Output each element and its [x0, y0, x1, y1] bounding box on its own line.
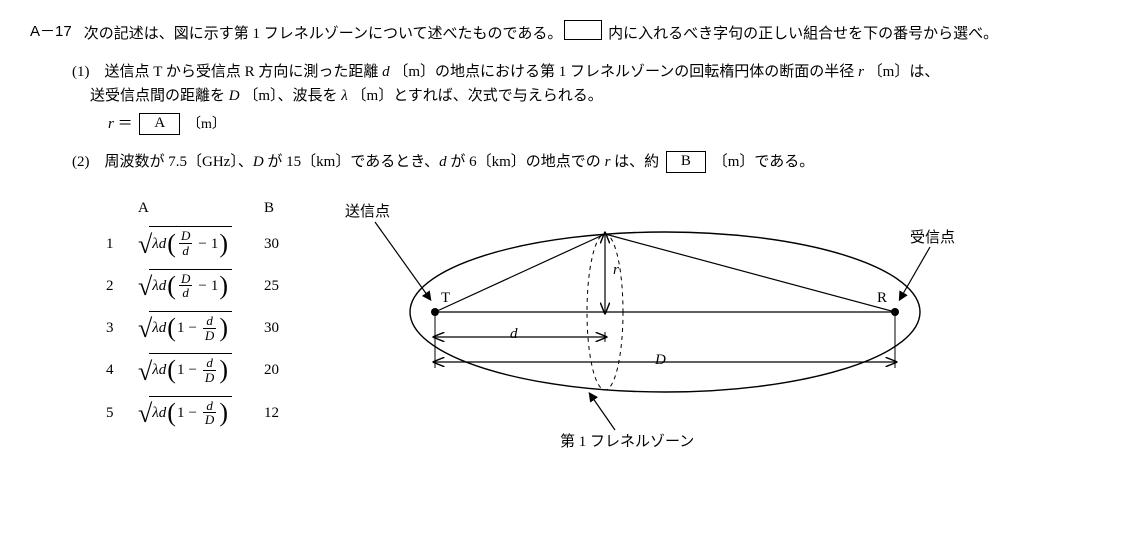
- option-row: 3√λd(1−dD)30: [90, 307, 295, 349]
- tx-label: 送信点: [345, 200, 390, 224]
- option-number: 3: [90, 307, 122, 349]
- q2-c: が 6〔km〕の地点での: [447, 154, 605, 170]
- q2-d: は、約: [610, 154, 663, 170]
- var-D-2: D: [253, 154, 264, 170]
- option-col-b: 30: [248, 222, 295, 264]
- var-d-2: d: [439, 154, 447, 170]
- zone-label: 第 1 フレネルゾーン: [560, 430, 694, 454]
- r-letter: R: [877, 286, 887, 310]
- stem-part-a: 次の記述は、図に示す第 1 フレネルゾーンについて述べたものである。: [84, 26, 563, 42]
- tx-pointer: [375, 222, 430, 299]
- options-table: A B 1√λd(Dd−1)302√λd(Dd−1)253√λd(1−dD)30…: [90, 192, 295, 433]
- blank-box-b: B: [666, 151, 706, 173]
- col-b-header: B: [248, 192, 295, 222]
- q2-e: 〔m〕である。: [713, 154, 815, 170]
- subquestion-2: (2) 周波数が 7.5〔GHz〕、D が 15〔km〕であるとき、d が 6〔…: [72, 150, 1109, 174]
- q1-line2-a: 送受信点間の距離を: [90, 88, 225, 104]
- blank-box-a: A: [139, 113, 180, 135]
- var-r: r: [858, 64, 864, 80]
- var-d: d: [382, 64, 390, 80]
- col-a-header: A: [122, 192, 248, 222]
- fresnel-diagram: 送信点 受信点 T R r d D 第 1 フレネルゾーン: [335, 182, 955, 462]
- q1-line2-b: 〔m〕、波長を: [243, 88, 337, 104]
- problem-id: A－17: [30, 20, 72, 44]
- q1-line2-c: 〔m〕とすれば、次式で与えられる。: [352, 88, 603, 104]
- stem-part-b: 内に入れるべき字句の正しい組合せを下の番号から選べ。: [608, 26, 998, 42]
- option-number: 4: [90, 349, 122, 391]
- option-row: 5√λd(1−dD)12: [90, 392, 295, 434]
- blank-box-main: [564, 20, 602, 40]
- tri-right: [605, 234, 895, 312]
- q1-rest-b: 〔m〕は、: [868, 64, 940, 80]
- subquestion-1: (1) 送信点 T から受信点 R 方向に測った距離 d 〔m〕の地点における第…: [72, 60, 1109, 108]
- option-col-a: √λd(Dd−1): [122, 222, 248, 264]
- option-col-b: 20: [248, 349, 295, 391]
- rx-pointer: [900, 247, 930, 299]
- option-col-a: √λd(1−dD): [122, 307, 248, 349]
- zone-pointer: [590, 394, 615, 430]
- option-col-a: √λd(1−dD): [122, 392, 248, 434]
- stem-text: 次の記述は、図に示す第 1 フレネルゾーンについて述べたものである。 内に入れる…: [84, 20, 998, 46]
- rx-label: 受信点: [910, 226, 955, 250]
- q1-formula: r ＝ A 〔m〕: [108, 112, 1109, 136]
- t-letter: T: [441, 286, 450, 310]
- lower-area: A B 1√λd(Dd−1)302√λd(Dd−1)253√λd(1−dD)30…: [30, 192, 1109, 462]
- option-number: 1: [90, 222, 122, 264]
- option-number: 2: [90, 265, 122, 307]
- option-col-a: √λd(Dd−1): [122, 265, 248, 307]
- option-number: 5: [90, 392, 122, 434]
- option-col-b: 30: [248, 307, 295, 349]
- q1-line2: 送受信点間の距離を D 〔m〕、波長を λ 〔m〕とすれば、次式で与えられる。: [90, 84, 1109, 108]
- option-row: 2√λd(Dd−1)25: [90, 265, 295, 307]
- option-col-b: 12: [248, 392, 295, 434]
- q2-b: が 15〔km〕であるとき、: [264, 154, 439, 170]
- q1-lead: (1) 送信点 T から受信点 R 方向に測った距離: [72, 64, 378, 80]
- q1-formula-eq: ＝: [114, 116, 137, 132]
- q1-formula-unit: 〔m〕: [187, 117, 226, 132]
- r-var-label: r: [613, 258, 619, 282]
- D-var-label: D: [655, 348, 666, 372]
- q2-a: (2) 周波数が 7.5〔GHz〕、: [72, 154, 253, 170]
- option-col-a: √λd(1−dD): [122, 349, 248, 391]
- problem-header: A－17 次の記述は、図に示す第 1 フレネルゾーンについて述べたものである。 …: [30, 20, 1109, 46]
- d-var-label: d: [510, 322, 518, 346]
- q1-rest-a: 〔m〕の地点における第 1 フレネルゾーンの回転楕円体の断面の半径: [393, 64, 854, 80]
- option-col-b: 25: [248, 265, 295, 307]
- diagram-svg: [335, 182, 955, 462]
- option-row: 4√λd(1−dD)20: [90, 349, 295, 391]
- options-header: A B: [90, 192, 295, 222]
- option-row: 1√λd(Dd−1)30: [90, 222, 295, 264]
- var-lambda: λ: [341, 88, 348, 104]
- var-D: D: [229, 88, 240, 104]
